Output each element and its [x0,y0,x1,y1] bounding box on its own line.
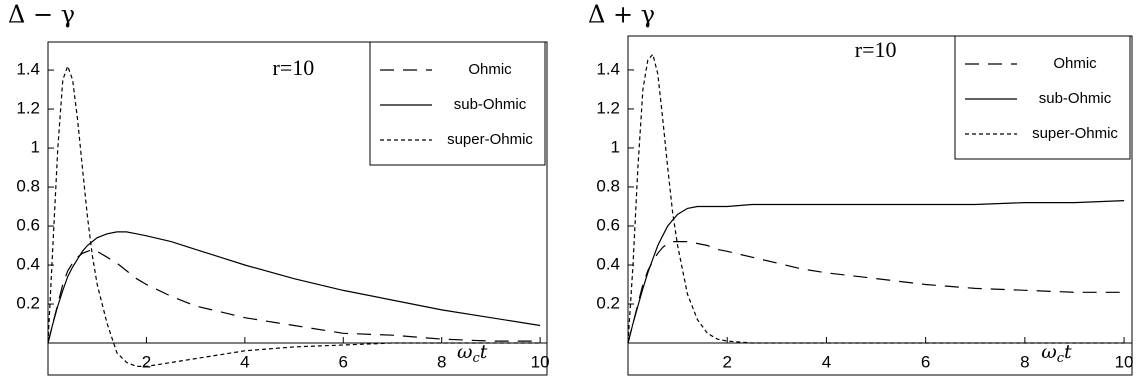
legend-box [369,41,546,166]
y-tick-label: 0.6 [596,215,620,234]
x-tick-label: 6 [339,353,348,372]
y-tick-label: 1.4 [596,59,620,78]
x-axis-label-part: t [480,341,488,363]
x-axis-label-part: t [1064,341,1072,363]
series-line [47,231,541,344]
x-tick-label: 2 [142,353,151,372]
y-tick-label: 1.4 [16,60,40,79]
y-tick-label: 0.4 [16,255,40,274]
y-tick-label: 1.2 [596,98,620,117]
legend-label: Ohmic [1053,55,1097,72]
x-tick-label: 8 [1020,352,1029,371]
x-tick-label: 10 [531,353,550,372]
chart-title: Δ − γ [8,1,75,29]
plot-frame [47,41,548,376]
y-tick-label: 1 [31,138,40,157]
series-line [627,53,1125,344]
legend-label: super-Ohmic [1032,125,1118,142]
x-axis-label-part: c [472,351,480,366]
x-axis-label-part: c [1057,351,1065,366]
y-tick-label: 1.2 [16,99,40,118]
panel: Δ − γ 0.2 0.4 0.6 0.8 1 1.2 1.4 2 4 6 8 10 ωct r=10 Ohm… [8,1,550,376]
x-axis-label-part: ω [1041,341,1057,363]
plot-frame [627,35,1133,376]
x-tick-label: 2 [722,352,731,371]
x-tick-label: 4 [240,353,249,372]
series-line [627,200,1125,344]
annotation: r=10 [273,55,315,80]
y-tick-label: 0.4 [596,254,620,273]
annotation: r=10 [855,37,897,62]
series-line [47,248,541,344]
legend-label: super-Ohmic [447,131,533,148]
y-tick-label: 0.2 [596,293,620,312]
x-axis-label: ωct [457,341,488,366]
y-tick-label: 0.2 [16,294,40,313]
legend-label: sub-Ohmic [454,96,527,113]
chart-title: Δ + γ [588,1,655,29]
x-axis-label: ωct [1041,341,1072,366]
legend-label: Ohmic [468,61,512,78]
y-tick-label: 1 [611,137,620,156]
y-tick-label: 0.6 [16,216,40,235]
x-tick-label: 8 [437,353,446,372]
y-tick-label: 0.8 [596,176,620,195]
x-axis-label-part: ω [457,341,473,363]
legend-label: sub-Ohmic [1039,90,1112,107]
panel: Δ + γ 0.2 0.4 0.6 0.8 1 1.2 1.4 2 4 6 8 10 ωct r=10 Ohm… [588,1,1134,376]
series-line [627,241,1125,344]
x-tick-label: 10 [1115,352,1134,371]
x-tick-label: 4 [822,352,831,371]
y-tick-label: 0.8 [16,177,40,196]
x-tick-label: 6 [921,352,930,371]
series-line [47,64,541,367]
legend-box [954,35,1131,160]
